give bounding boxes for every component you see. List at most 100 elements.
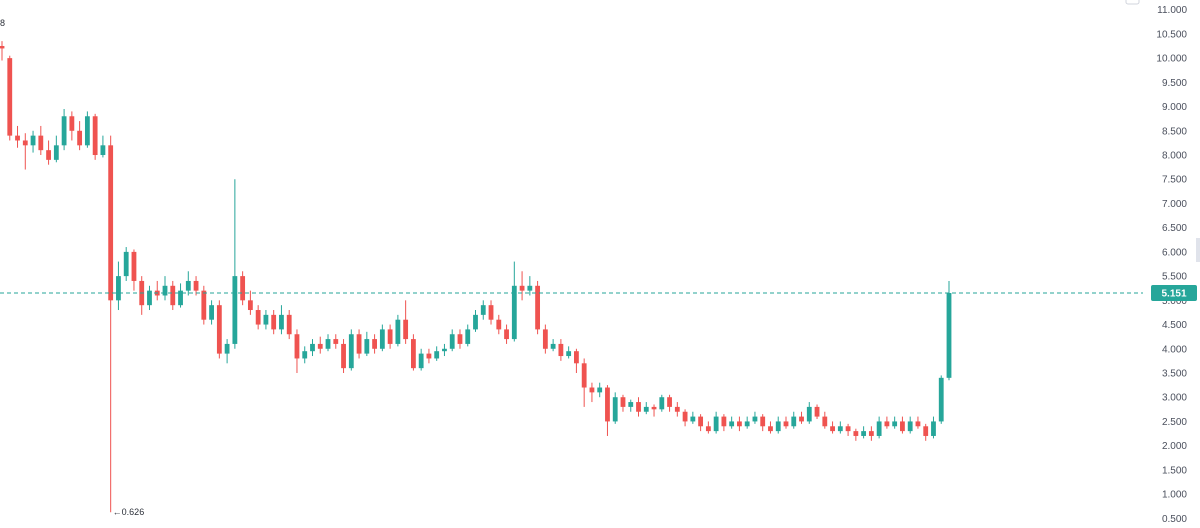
candle-body	[682, 411, 688, 422]
candle-body	[418, 353, 424, 369]
candle-body	[752, 416, 758, 422]
candle-body	[0, 46, 5, 49]
candle-body	[566, 351, 572, 357]
candle-body	[535, 285, 541, 330]
candle-body	[403, 319, 409, 340]
candle-body	[473, 314, 478, 330]
candle-body	[636, 402, 641, 412]
candle-body	[379, 329, 385, 349]
min-annotation-label: 0.626	[122, 507, 145, 517]
candle-body	[356, 334, 362, 354]
candle-body	[760, 416, 766, 427]
candle-body	[861, 431, 867, 436]
candle-body	[519, 285, 525, 291]
candle-body	[892, 421, 898, 427]
candle-body	[651, 406, 657, 410]
candle-body	[806, 406, 812, 422]
candle-body	[100, 145, 106, 156]
candle-body	[504, 329, 509, 340]
settings-button[interactable]	[1125, 0, 1140, 5]
candle-body	[628, 402, 634, 407]
y-tick-label: 5.000	[1162, 296, 1187, 307]
y-tick-label: 1.000	[1162, 490, 1187, 501]
candle-body	[185, 280, 191, 291]
candle-body	[900, 421, 905, 432]
candle-body	[488, 305, 494, 320]
candle-body	[946, 293, 952, 378]
candle-body	[705, 426, 711, 432]
candle-body	[853, 431, 859, 436]
candle-body	[915, 421, 921, 427]
candle-body	[612, 397, 618, 422]
candle-body	[302, 351, 308, 359]
corner-label: 8	[0, 18, 5, 28]
candle-body	[698, 416, 704, 427]
y-tick-label: 9.500	[1162, 78, 1187, 89]
y-tick-label: 9.000	[1162, 102, 1187, 113]
y-tick-label: 4.000	[1162, 344, 1187, 355]
candle-body	[372, 339, 377, 349]
candle-body	[410, 339, 416, 369]
y-tick-label: 3.000	[1162, 393, 1187, 404]
candle-body	[116, 276, 121, 301]
y-tick-label: 6.500	[1162, 223, 1187, 234]
candle-body	[480, 305, 486, 315]
candle-body	[279, 314, 284, 330]
candle-body	[15, 135, 20, 141]
candle-body	[496, 319, 502, 330]
candle-body	[845, 426, 851, 432]
candle-body	[387, 329, 393, 344]
y-tick-label: 10.000	[1156, 54, 1187, 65]
y-tick-label: 7.500	[1162, 175, 1187, 186]
candle-body	[108, 145, 114, 301]
candle-body	[744, 421, 750, 427]
candle-body	[938, 377, 944, 422]
candle-body	[907, 421, 913, 432]
candle-body	[325, 339, 331, 349]
candle-body	[799, 416, 804, 422]
candle-body	[558, 343, 564, 357]
candle-body	[209, 305, 214, 320]
candle-body	[255, 310, 261, 325]
candle-body	[92, 116, 98, 156]
candle-body	[721, 416, 727, 427]
candle-body	[713, 416, 719, 432]
y-tick-label: 1.500	[1162, 465, 1187, 476]
candle-body	[426, 353, 432, 359]
candle-body	[30, 135, 36, 146]
candle-body	[348, 334, 354, 369]
candle-body	[271, 314, 277, 330]
candle-body	[69, 116, 75, 131]
candle-body	[38, 135, 44, 151]
candle-body	[511, 285, 517, 340]
candle-body	[22, 140, 28, 146]
candle-body	[581, 363, 587, 388]
candle-body	[263, 314, 269, 325]
candle-body	[286, 314, 292, 335]
candle-body	[830, 426, 835, 432]
candle-body	[659, 397, 665, 410]
scroll-handle[interactable]	[1196, 238, 1200, 262]
candle-body	[333, 339, 339, 344]
candle-body	[527, 285, 533, 291]
candle-body	[737, 421, 742, 427]
candle-body	[884, 421, 890, 427]
candle-body	[550, 343, 556, 349]
y-tick-label: 3.500	[1162, 368, 1187, 379]
candle-body	[77, 130, 83, 146]
current-price-label: 5.151	[1161, 289, 1186, 300]
y-tick-label: 4.500	[1162, 320, 1187, 331]
candle-body	[247, 300, 253, 311]
candle-body	[201, 290, 207, 320]
y-tick-label: 11.000	[1157, 5, 1187, 16]
y-tick-label: 2.000	[1162, 441, 1187, 452]
candle-body	[822, 416, 828, 427]
overlays: 5.151 ← 0.626	[0, 285, 1197, 517]
y-tick-label: 10.500	[1156, 29, 1187, 40]
candle-body	[317, 343, 323, 349]
candle-body	[61, 116, 67, 146]
candle-body	[931, 421, 936, 436]
price-axis[interactable]: 0.500 1.000 1.500 2.000 2.500 3.000 3.500 4.000…	[1156, 5, 1187, 525]
candle-body	[395, 319, 401, 344]
